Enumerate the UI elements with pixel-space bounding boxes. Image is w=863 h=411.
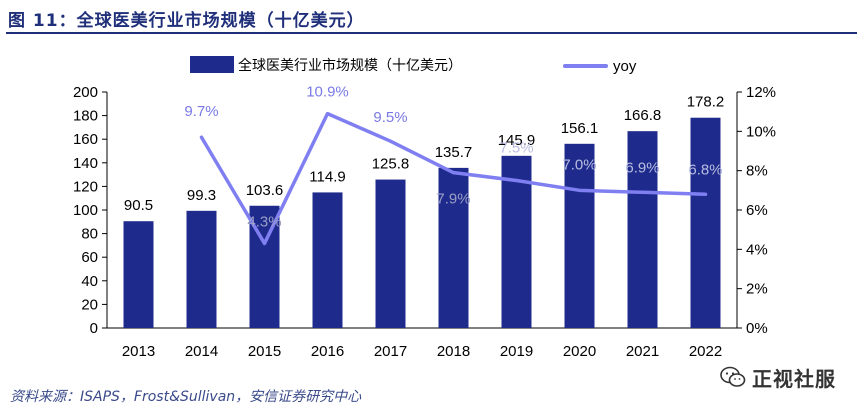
- watermark: 正视社服: [720, 363, 836, 391]
- y-tick-left-label: 100: [73, 202, 98, 219]
- bar-value-label: 103.6: [246, 182, 284, 199]
- yoy-value-label: 7.9%: [436, 191, 470, 208]
- bar: [627, 131, 658, 328]
- y-tick-right-label: 10%: [746, 123, 776, 140]
- y-tick-left-label: 60: [81, 249, 98, 266]
- legend-bar-swatch: [190, 56, 234, 73]
- bar-value-label: 114.9: [309, 168, 345, 185]
- x-tick-label: 2019: [500, 343, 533, 360]
- yoy-line: [199, 111, 708, 246]
- legend: 全球医美行业市场规模（十亿美元） yoy: [190, 56, 637, 75]
- yoy-value-label: 7.0%: [562, 156, 596, 173]
- y-tick-left-label: 80: [81, 226, 98, 243]
- yoy-value-label: 9.7%: [184, 103, 218, 120]
- x-tick-label: 2013: [122, 343, 155, 360]
- yoy-line-layer: [199, 111, 708, 246]
- bar-value-label: 90.5: [124, 197, 153, 214]
- y-tick-right-label: 6%: [746, 202, 768, 219]
- yoy-value-label: 10.9%: [306, 84, 349, 101]
- x-tick-label: 2016: [311, 343, 344, 360]
- y-tick-right-label: 0%: [746, 320, 768, 337]
- watermark-text: 正视社服: [752, 366, 836, 391]
- bar: [564, 143, 595, 328]
- yoy-value-label: 7.5%: [499, 140, 533, 157]
- bar-value-label: 166.8: [624, 107, 662, 124]
- bar: [438, 167, 469, 328]
- source-note: 资料来源：ISAPS，Frost&Sullivan，安信证券研究中心: [10, 389, 362, 405]
- y-tick-left-label: 0: [90, 320, 98, 337]
- y-tick-right-label: 4%: [746, 241, 768, 258]
- yoy-value-label: 6.8%: [688, 161, 722, 178]
- legend-bar-label: 全球医美行业市场规模（十亿美元）: [238, 57, 462, 73]
- x-tick-label: 2014: [185, 343, 218, 360]
- bar-value-label: 99.3: [187, 187, 216, 204]
- y-tick-left-label: 20: [81, 296, 98, 313]
- axes-layer: 0 20 40 60 80 100 120 140 160 180 200 0% 2% 4% 6% 8% 10%…: [73, 84, 776, 360]
- y-tick-left-label: 140: [73, 155, 98, 172]
- bar-value-label: 135.7: [435, 144, 473, 161]
- x-tick-label: 2021: [626, 343, 659, 360]
- bar-value-label: 145.9: [498, 132, 536, 149]
- x-tick-label: 2018: [437, 343, 470, 360]
- bar: [375, 179, 406, 328]
- bar: [501, 155, 532, 328]
- title-divider: [6, 32, 857, 34]
- yoy-value-label: 6.9%: [625, 159, 659, 176]
- bars-layer: [123, 117, 721, 328]
- data-labels-layer: 90.5 99.3 103.6 114.9 125.8 135.7 145.9 156.1 16…: [124, 84, 724, 231]
- y-tick-right-label: 12%: [746, 84, 776, 101]
- x-tick-label: 2017: [374, 343, 407, 360]
- y-tick-left-label: 180: [73, 108, 98, 125]
- x-tick-label: 2020: [563, 343, 596, 360]
- yoy-value-label: 9.5%: [373, 109, 407, 126]
- y-tick-left-label: 160: [73, 131, 98, 148]
- x-tick-label: 2022: [689, 343, 722, 360]
- bar: [123, 221, 154, 328]
- wechat-icon: [720, 366, 746, 387]
- bar: [186, 210, 217, 328]
- yoy-value-label: 4.3%: [247, 213, 281, 230]
- y-tick-left-label: 40: [81, 273, 98, 290]
- x-tick-label: 2015: [248, 343, 281, 360]
- y-tick-left-label: 120: [73, 178, 98, 195]
- bar: [312, 192, 343, 328]
- bar: [690, 117, 721, 328]
- y-tick-left-label: 200: [73, 84, 98, 101]
- y-tick-right-label: 8%: [746, 163, 768, 180]
- bar-value-label: 156.1: [561, 120, 599, 137]
- bar-value-label: 125.8: [372, 156, 410, 173]
- y-tick-right-label: 2%: [746, 281, 768, 298]
- legend-line-label: yoy: [613, 58, 637, 75]
- bar-value-label: 178.2: [687, 94, 725, 111]
- figure-title: 图 11：全球医美行业市场规模（十亿美元）: [8, 11, 365, 31]
